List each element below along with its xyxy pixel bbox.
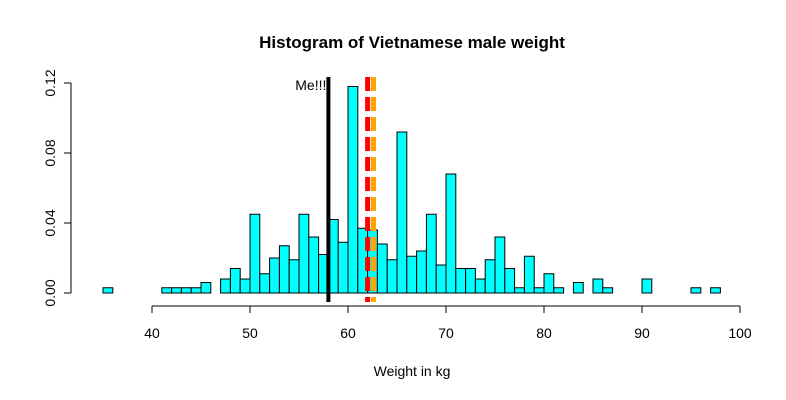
histogram-bar [455,268,467,294]
x-tick-label: 60 [340,325,356,341]
histogram-bar [641,278,653,294]
x-axis-label: Weight in kg [374,363,451,379]
histogram-bar [406,255,418,294]
histogram-bar [504,268,516,294]
chart-title: Histogram of Vietnamese male weight [259,33,565,52]
histogram-bar [533,287,545,294]
histogram-bar [102,287,114,294]
histogram-bar [543,273,555,294]
histogram-bar [180,287,192,294]
histogram-bar [386,259,398,294]
histogram-bar [259,273,271,294]
histogram-bar [416,250,427,294]
histogram-bar [269,257,280,294]
histogram-bar [298,213,310,294]
histogram-bar [308,236,320,294]
histogram-bar [523,255,535,294]
y-axis: 0.00 0.04 0.08 0.12 [42,69,72,307]
histogram-bar [494,236,506,294]
histogram-bar [249,213,261,294]
histogram-bar [514,287,525,294]
y-tick-label: 0.00 [42,279,58,306]
histogram-bar [425,213,437,294]
histogram-bar [435,264,447,294]
histogram-bar [337,241,349,294]
histogram-bar [602,287,614,294]
x-tick-label: 90 [634,325,650,341]
y-tick-label: 0.12 [42,69,58,96]
me-label: Me!!! [295,77,326,93]
histogram-bar [171,287,182,294]
histogram-bar [347,86,359,294]
histogram-bar [710,287,721,294]
histogram-bar [572,282,584,294]
histogram-bar [553,287,565,294]
x-axis: 40 50 60 70 80 90 100 [144,305,752,341]
y-tick-label: 0.04 [42,209,58,236]
histogram-bar [229,268,241,294]
histogram-bar [484,259,496,294]
histogram-bar [161,287,173,294]
histogram-bar [396,131,408,294]
histogram-bar [445,173,457,294]
histogram-bar [278,245,290,294]
histogram-bar [220,278,231,294]
histogram-bar [474,278,486,294]
y-tick-label: 0.08 [42,139,58,166]
histogram-bar [465,268,476,294]
histogram-bar [288,259,300,294]
x-tick-label: 80 [536,325,552,341]
histogram-bar [376,243,388,294]
x-tick-label: 70 [438,325,454,341]
x-tick-label: 50 [242,325,258,341]
x-tick-label: 100 [728,325,752,341]
x-tick-label: 40 [144,325,160,341]
histogram-bar [592,278,604,294]
vlines-group: Me!!! [295,77,376,302]
histogram-bar [690,287,702,294]
histogram-bar [200,282,212,294]
histogram-bar [190,287,202,294]
histogram-bar [239,278,251,294]
bars-group [102,86,721,294]
